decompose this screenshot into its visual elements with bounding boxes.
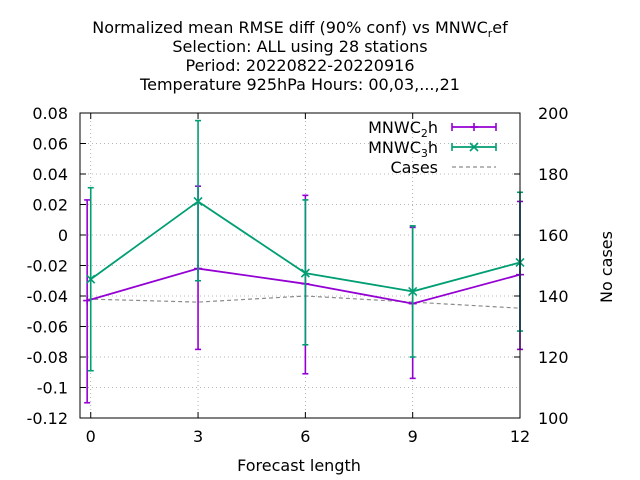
series-1 — [83, 185, 524, 404]
data-point — [300, 268, 310, 278]
y2-tick-label: 160 — [538, 226, 569, 245]
x-tick-label: 12 — [510, 427, 530, 446]
y-tick-label: 0.04 — [32, 165, 68, 184]
legend-label-2-text: MNWC — [368, 138, 421, 157]
y2-tick-label: 120 — [538, 348, 569, 367]
y2-axis-label: No cases — [597, 231, 616, 303]
y2-tick-label: 200 — [538, 104, 569, 123]
legend-label-2-suffix: h — [428, 138, 438, 157]
title-line-1-subscript: r — [488, 27, 493, 40]
legend-item-2 — [451, 142, 497, 152]
y2-tick-label: 180 — [538, 165, 569, 184]
y-tick-label: -0.02 — [27, 257, 68, 276]
y-tick-label: 0.06 — [32, 135, 68, 154]
y-tick-label: -0.08 — [27, 348, 68, 367]
title-line-1-suffix: ef — [492, 18, 508, 37]
legend-item-1 — [451, 123, 497, 131]
legend-label-2: MNWC3h — [368, 138, 438, 160]
legend-label-1-text: MNWC — [368, 118, 421, 137]
y2-tick-label: 140 — [538, 287, 569, 306]
legend-label-1-suffix: h — [428, 118, 438, 137]
grid — [80, 113, 520, 418]
legend-label-1: MNWC2h — [368, 118, 438, 140]
x-axis-label: Forecast length — [237, 456, 361, 475]
y-tick-label: 0 — [58, 226, 68, 245]
title-line-2: Selection: ALL using 28 stations — [172, 37, 427, 56]
series-line — [87, 295, 521, 309]
data-point — [86, 274, 96, 284]
series-2 — [86, 119, 525, 372]
title-line-1-text: Normalized mean RMSE diff (90% conf) vs … — [92, 18, 488, 37]
y-tick-label: -0.1 — [37, 379, 68, 398]
y-tick-label: -0.12 — [27, 409, 68, 428]
y-tick-label: 0.08 — [32, 104, 68, 123]
x-tick-label: 6 — [300, 427, 310, 446]
data-point — [193, 196, 203, 207]
series-3 — [87, 295, 521, 309]
title-line-3-text: Period: 20220822-20220916 — [185, 56, 414, 75]
title-line-3: Period: 20220822-20220916 — [185, 56, 414, 75]
data-point — [408, 286, 418, 296]
title-line-1: Normalized mean RMSE diff (90% conf) vs … — [92, 18, 508, 40]
legend-label-1-subscript: 2 — [421, 127, 428, 140]
legend-label-3: Cases — [391, 158, 439, 177]
axes: 0.08 0.06 0.04 0.02 0 -0.02 -0.04 -0.06 -0.08 -0.… — [27, 104, 569, 446]
y2-tick-label: 100 — [538, 409, 569, 428]
x-tick-label: 9 — [408, 427, 418, 446]
chart-title: Normalized mean RMSE diff (90% conf) vs … — [92, 18, 508, 94]
x-tick-label: 3 — [193, 427, 203, 446]
title-line-4: Temperature 925hPa Hours: 00,03,...,21 — [139, 75, 460, 94]
y-tick-label: 0.02 — [32, 196, 68, 215]
title-line-4-text: Temperature 925hPa Hours: 00,03,...,21 — [139, 75, 460, 94]
legend-label-2-subscript: 3 — [421, 147, 428, 160]
data-point — [83, 296, 92, 305]
plot-series — [83, 119, 525, 404]
legend-label-3-text: Cases — [391, 158, 439, 177]
y-tick-label: -0.06 — [27, 318, 68, 337]
y-tick-label: -0.04 — [27, 287, 68, 306]
title-line-2-text: Selection: ALL using 28 stations — [172, 37, 427, 56]
x-tick-label: 0 — [86, 427, 96, 446]
